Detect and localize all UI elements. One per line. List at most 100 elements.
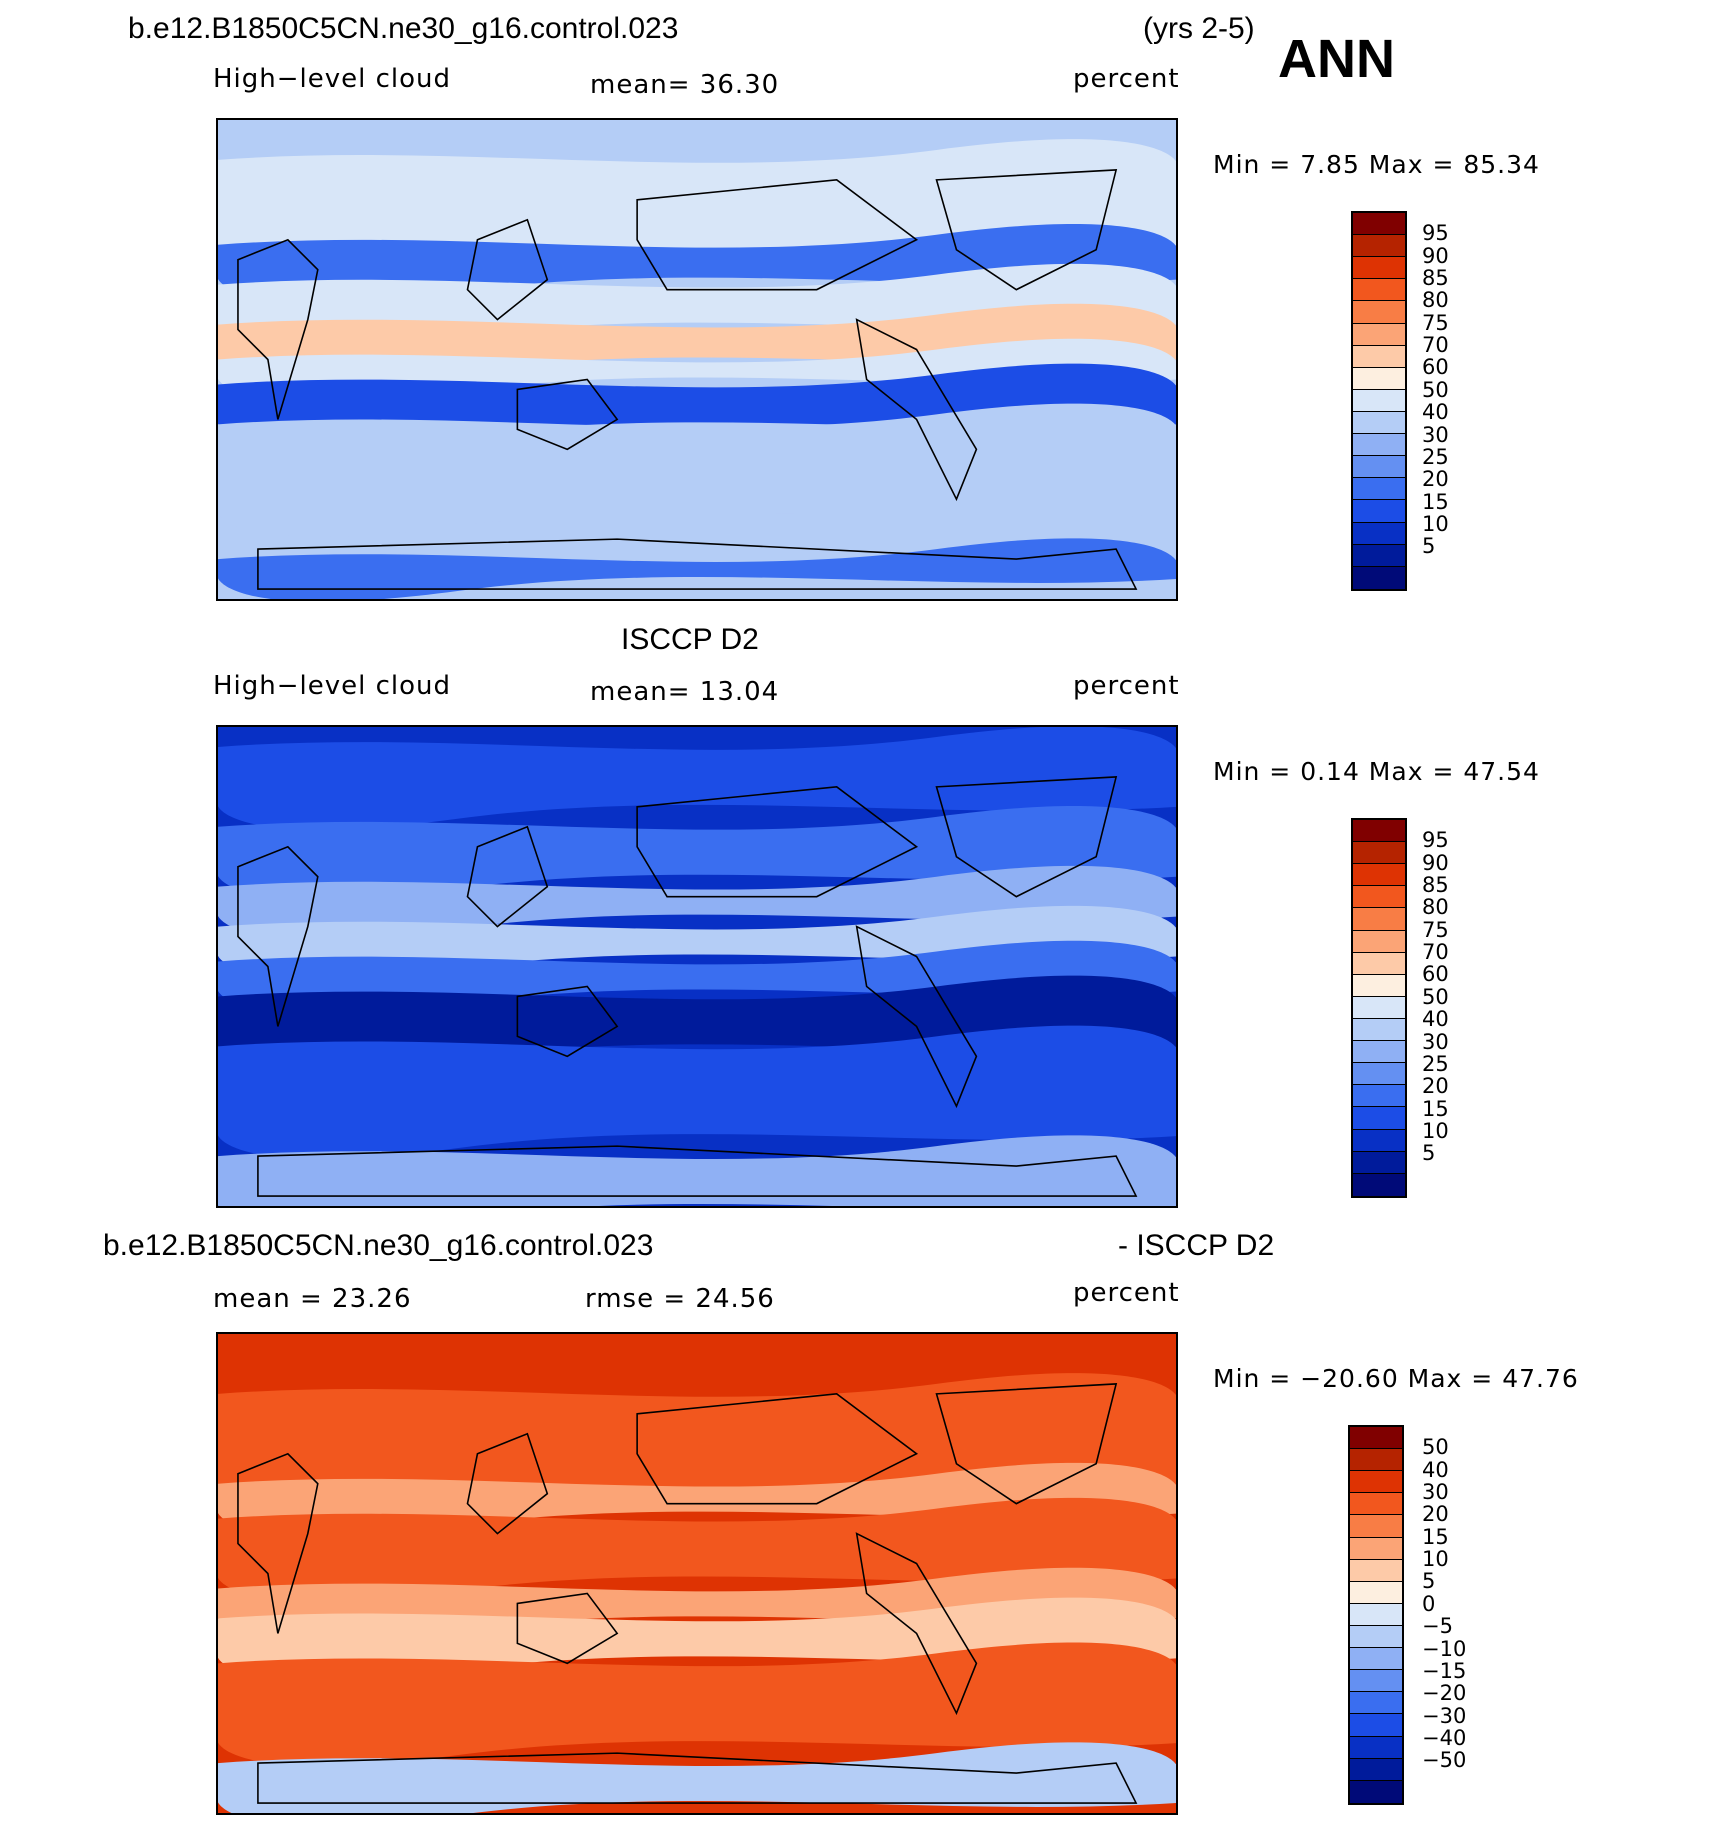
years-label: (yrs 2-5) [1143, 12, 1255, 45]
coastline [855, 1532, 978, 1716]
panel-diff-heading-right: - ISCCP D2 [1118, 1229, 1275, 1262]
colorbar-swatch [1350, 1670, 1402, 1693]
colorbar-tick-label: 90 [1422, 243, 1449, 268]
colorbar-swatch [1350, 1780, 1402, 1803]
coastline [935, 169, 1118, 291]
panel-model-units: percent [1073, 64, 1180, 94]
colorbar-diff [1348, 1425, 1404, 1805]
map-panel-diff [216, 1332, 1178, 1815]
colorbar-swatch [1353, 1041, 1405, 1064]
colorbar-tick-label: 75 [1422, 917, 1449, 942]
colorbar-swatch [1350, 1559, 1402, 1582]
colorbar-swatch [1350, 1581, 1402, 1604]
colorbar-tick-label: 20 [1422, 1074, 1449, 1099]
colorbar-swatch [1353, 974, 1405, 997]
colorbar-swatch [1350, 1603, 1402, 1626]
coastline [257, 1145, 1138, 1197]
contour-band [218, 865, 1176, 940]
colorbar-swatch [1353, 930, 1405, 953]
panel-obs-mean: mean= 13.04 [590, 677, 780, 707]
coastline [636, 786, 919, 898]
colorbar-tick-label: 85 [1422, 873, 1449, 898]
coastline [466, 1432, 549, 1535]
colorbar-swatch [1353, 522, 1405, 545]
colorbar-swatch [1353, 213, 1405, 236]
coastline [466, 825, 549, 928]
colorbar-swatch [1350, 1449, 1402, 1472]
colorbar-swatch [1353, 411, 1405, 435]
colorbar-swatch [1350, 1714, 1402, 1737]
case-title: b.e12.B1850C5CN.ne30_g16.control.023 [128, 12, 679, 45]
colorbar-tick-label: 60 [1422, 355, 1449, 380]
colorbar-swatch [1353, 952, 1405, 975]
contour-band [218, 806, 1176, 900]
colorbar-tick-label: −40 [1422, 1725, 1467, 1750]
panel-obs-variable: High−level cloud [213, 671, 452, 701]
colorbar-tick-label: 5 [1422, 534, 1436, 559]
coastline [466, 218, 549, 321]
coastline [636, 1393, 919, 1505]
colorbar-tick-label: 85 [1422, 266, 1449, 291]
panel-diff-rmse: rmse = 24.56 [585, 1284, 775, 1314]
colorbar-tick-label: 15 [1422, 489, 1449, 514]
colorbar-swatch [1350, 1758, 1402, 1781]
colorbar-tick-label: 95 [1422, 828, 1449, 853]
colorbar-model [1351, 211, 1407, 591]
colorbar-tick-label: −10 [1422, 1636, 1467, 1661]
colorbar-tick-label: −15 [1422, 1658, 1467, 1683]
colorbar-tick-label: 10 [1422, 1547, 1449, 1572]
colorbar-swatch [1353, 478, 1405, 501]
colorbar-swatch [1353, 434, 1405, 457]
colorbar-swatch [1353, 1063, 1405, 1086]
panel-diff-mean: mean = 23.26 [213, 1284, 412, 1314]
colorbar-tick-label: −20 [1422, 1681, 1467, 1706]
colorbar-swatch [1353, 842, 1405, 865]
map-panel-obs [216, 725, 1178, 1208]
coastline [855, 925, 978, 1109]
panel-model-variable: High−level cloud [213, 64, 452, 94]
contour-band [218, 727, 1176, 830]
colorbar-tick-label: 40 [1422, 1457, 1449, 1482]
coastline [516, 1592, 619, 1665]
colorbar-tick-label: 95 [1422, 221, 1449, 246]
colorbar-swatch [1350, 1692, 1402, 1715]
colorbar-swatch [1353, 500, 1405, 523]
colorbar-tick-label: 30 [1422, 1029, 1449, 1054]
colorbar-swatch [1353, 864, 1405, 887]
colorbar-swatch [1350, 1625, 1402, 1649]
coastline [237, 1452, 319, 1634]
contour-band [218, 538, 1176, 599]
coastline [257, 1752, 1138, 1804]
colorbar-swatch [1353, 235, 1405, 258]
colorbar-tick-label: 15 [1422, 1096, 1449, 1121]
coastline [257, 538, 1138, 590]
colorbar-tick-label: 50 [1422, 1435, 1449, 1460]
colorbar-tick-label: 70 [1422, 333, 1449, 358]
colorbar-swatch [1353, 1085, 1405, 1108]
panel-model-mean: mean= 36.30 [590, 70, 780, 100]
colorbar-swatch [1353, 544, 1405, 567]
contour-band [218, 1025, 1176, 1159]
colorbar-swatch [1350, 1515, 1402, 1538]
colorbar-tick-label: 60 [1422, 962, 1449, 987]
coastline [237, 238, 319, 420]
colorbar-swatch [1353, 456, 1405, 479]
colorbar-swatch [1353, 1129, 1405, 1152]
colorbar-tick-label: 40 [1422, 1007, 1449, 1032]
colorbar-swatch [1353, 1107, 1405, 1130]
colorbar-tick-label: 25 [1422, 1051, 1449, 1076]
panel-diff-heading-left: b.e12.B1850C5CN.ne30_g16.control.023 [103, 1229, 654, 1262]
colorbar-swatch [1353, 1018, 1405, 1042]
colorbar-swatch [1350, 1427, 1402, 1450]
colorbar-tick-label: 50 [1422, 377, 1449, 402]
colorbar-swatch [1353, 323, 1405, 346]
colorbar-tick-label: −50 [1422, 1748, 1467, 1773]
colorbar-tick-label: 0 [1422, 1591, 1436, 1616]
colorbar-tick-label: 80 [1422, 288, 1449, 313]
colorbar-tick-label: 80 [1422, 895, 1449, 920]
colorbar-obs [1351, 818, 1407, 1198]
panel-obs-units: percent [1073, 671, 1180, 701]
colorbar-swatch [1353, 996, 1405, 1019]
colorbar-tick-label: −30 [1422, 1703, 1467, 1728]
season-label: ANN [1278, 29, 1395, 89]
